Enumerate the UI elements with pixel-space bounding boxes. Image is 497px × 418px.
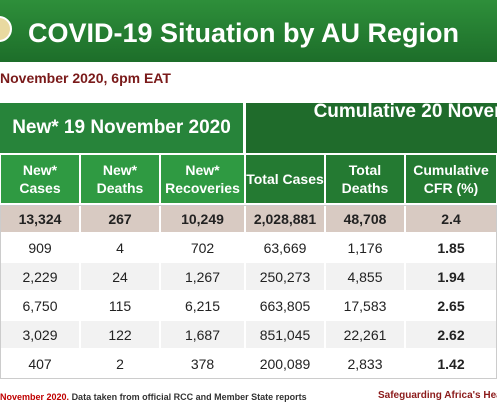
table-cell: 2,833 [326,350,404,377]
table-cell: 17,583 [326,292,404,319]
table-cell: 48,708 [326,205,404,232]
table-cell: 2.4 [406,205,496,232]
table-cell: 1.85 [406,234,496,261]
table-cell: 909 [1,234,79,261]
column-header-line: Recoveries [165,180,240,196]
table-cell: 115 [81,292,159,319]
column-header-line: CFR (%) [423,180,479,196]
column-header-line: Deaths [96,180,144,196]
table-cell: 2.65 [406,292,496,319]
column-header-line: Total [348,162,382,178]
table-cell: 6,750 [1,292,79,319]
table-cell: 1.42 [406,350,496,377]
table-cell: 6,215 [161,292,244,319]
footer-note: November 2020. Data taken from official … [0,392,307,402]
table-cell: 13,324 [1,205,79,232]
column-header-line: Cases [19,180,61,196]
table-cell: 4,855 [326,263,404,290]
table-cell: 1,176 [326,234,404,261]
column-header-line: New* [22,162,58,178]
table-cell: 2,028,881 [246,205,324,232]
column-header-line: Deaths [341,180,389,196]
table-cell: 4 [81,234,159,261]
column-header: New* Cases [1,155,79,203]
column-header-line: Total Cases [246,171,324,187]
column-header: New* Recoveries [161,155,244,203]
footer-source: Data taken from official RCC and Member … [71,392,307,402]
table-cell: 250,273 [246,263,324,290]
slogan: Safeguarding Africa's Heal [378,390,497,401]
group-header: Cumulative 20 November 2 [246,102,497,153]
table-cell: 851,045 [246,321,324,348]
title-band [0,0,497,62]
table-cell: 2.62 [406,321,496,348]
table-cell: 24 [81,263,159,290]
column-header-line: New* [102,162,138,178]
table-cell: 10,249 [161,205,244,232]
table-cell: 702 [161,234,244,261]
table-cell: 267 [81,205,159,232]
table-cell: 378 [161,350,244,377]
table-cell: 2,229 [1,263,79,290]
table-cell: 663,805 [246,292,324,319]
column-header: Total Cases [246,155,324,203]
column-header: Cumulative CFR (%) [406,155,496,203]
group-header: New* 19 November 2020 [0,103,243,153]
table-cell: 63,669 [246,234,324,261]
column-header: New* Deaths [81,155,159,203]
title: COVID-19 Situation by AU Region [28,18,460,48]
table-cell: 407 [1,350,79,377]
column-header-line: Cumulative [413,162,489,178]
table-cell: 200,089 [246,350,324,377]
table-cell: 3,029 [1,321,79,348]
footer-date: November 2020. [0,392,70,402]
table-cell: 1.94 [406,263,496,290]
subtitle: November 2020, 6pm EAT [0,70,171,86]
column-header-line: New* [185,162,220,178]
table-cell: 22,261 [326,321,404,348]
table-cell: 1,687 [161,321,244,348]
column-header: Total Deaths [326,155,404,203]
table-cell: 2 [81,350,159,377]
table-cell: 122 [81,321,159,348]
table-cell: 1,267 [161,263,244,290]
